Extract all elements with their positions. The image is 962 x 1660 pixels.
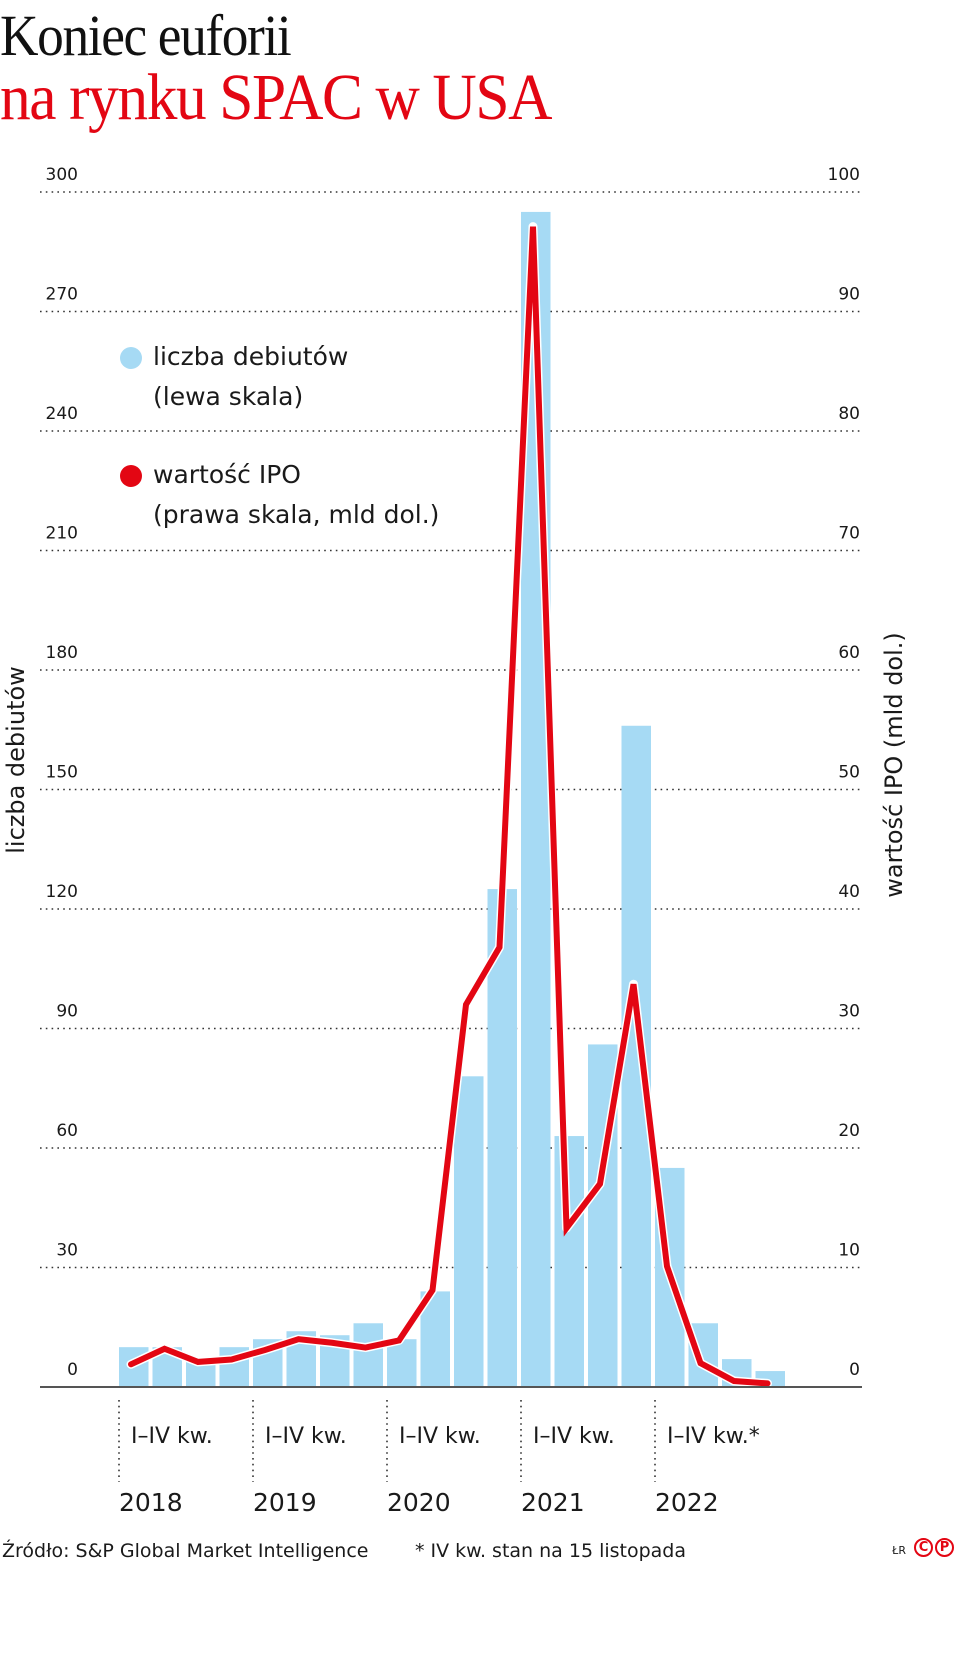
legend-item-debuts: liczba debiutów (lewa skala) [118, 337, 439, 417]
quarter-label-2018: I–IV kw. [131, 1424, 213, 1449]
legend-label: liczba debiutów [153, 342, 349, 371]
quarter-label-2021: I–IV kw. [533, 1424, 615, 1449]
right-tick-label: 80 [838, 404, 860, 424]
bar [554, 1136, 584, 1387]
quarter-label-2022: I–IV kw.* [667, 1424, 760, 1449]
ipo-value-line [128, 226, 771, 1387]
copyright-c-icon: C [914, 1538, 933, 1557]
left-tick-label: 180 [46, 643, 78, 663]
year-label-2020: 2020 [387, 1488, 451, 1517]
bar [387, 1339, 417, 1387]
quarter-label-2020: I–IV kw. [399, 1424, 481, 1449]
right-tick-label: 40 [838, 882, 860, 902]
legend-label: wartość IPO [153, 460, 301, 489]
left-tick-label: 150 [46, 763, 78, 783]
year-label-2022: 2022 [655, 1488, 719, 1517]
year-label-2018: 2018 [119, 1488, 183, 1517]
left-tick-label: 300 [46, 165, 78, 185]
circle-dot-icon [120, 465, 142, 487]
right-tick-label: 20 [838, 1121, 860, 1141]
right-tick-label: 90 [838, 285, 860, 305]
bar [353, 1323, 383, 1387]
bar [454, 1076, 484, 1387]
footnote: * IV kw. stan na 15 listopada [415, 1540, 687, 1562]
legend: liczba debiutów (lewa skala) wartość IPO… [118, 337, 439, 573]
right-tick-label: 10 [838, 1241, 860, 1261]
copyright-p-icon: P [935, 1538, 954, 1557]
circle-dot-icon [120, 347, 142, 369]
left-tick-label: 30 [56, 1241, 78, 1261]
right-tick-label: 30 [838, 1002, 860, 1022]
left-tick-label: 210 [46, 524, 78, 544]
left-axis-title: liczba debiutów [2, 666, 30, 854]
author-initials: ŁR [892, 1544, 906, 1557]
bar-series-debuts [119, 211, 785, 1388]
legend-sublabel: (prawa skala, mld dol.) [153, 500, 440, 529]
year-label-2021: 2021 [521, 1488, 585, 1517]
year-label-2019: 2019 [253, 1488, 317, 1517]
right-tick-label: 70 [838, 524, 860, 544]
year-separators [118, 1400, 656, 1482]
legend-item-ipo-value: wartość IPO (prawa skala, mld dol.) [118, 455, 439, 535]
left-axis-ticks: 0 30 60 90 120 150 180 210 240 270 300 [46, 165, 78, 1380]
line-series-ipo-value [126, 222, 772, 1388]
quarter-label-2019: I–IV kw. [265, 1424, 347, 1449]
right-axis-ticks: 0 10 20 30 40 50 60 70 80 90 100 [828, 165, 860, 1380]
legend-sublabel: (lewa skala) [153, 382, 304, 411]
left-tick-label: 0 [67, 1360, 78, 1380]
right-tick-label: 0 [849, 1360, 860, 1380]
publisher-logo: ŁR C P [892, 1538, 954, 1557]
source-note: Źródło: S&P Global Market Intelligence [2, 1540, 369, 1562]
left-tick-label: 120 [46, 882, 78, 902]
right-tick-label: 100 [828, 165, 860, 185]
left-tick-label: 60 [56, 1121, 78, 1141]
title-line-1: Koniec euforii [0, 3, 292, 68]
right-axis-title: wartość IPO (mld dol.) [880, 632, 908, 898]
bar [487, 889, 517, 1387]
right-tick-label: 60 [838, 643, 860, 663]
left-tick-label: 240 [46, 404, 78, 424]
right-tick-label: 50 [838, 763, 860, 783]
title-line-2: na rynku SPAC w USA [0, 61, 552, 134]
left-tick-label: 90 [56, 1002, 78, 1022]
left-tick-label: 270 [46, 285, 78, 305]
